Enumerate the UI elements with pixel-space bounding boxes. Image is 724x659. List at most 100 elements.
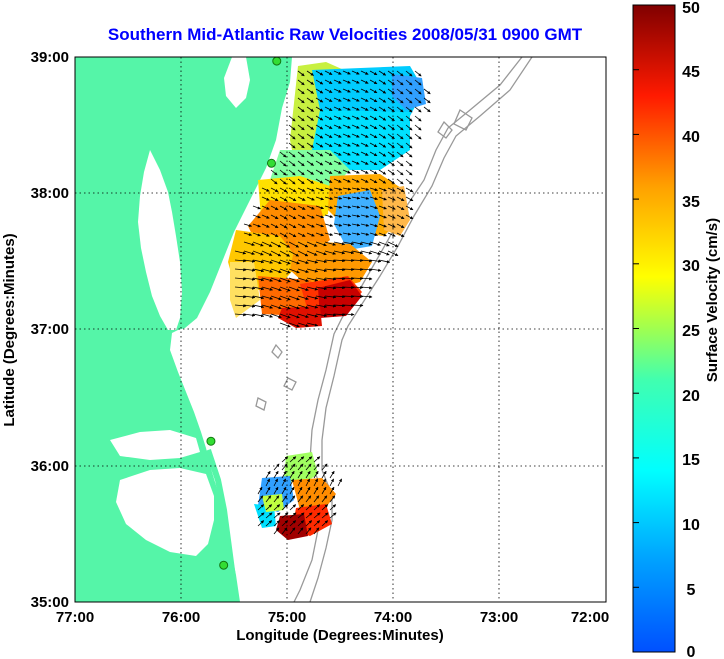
velocity-arrow <box>342 205 352 209</box>
velocity-arrow <box>405 106 413 113</box>
velocity-arrow <box>270 295 282 301</box>
velocity-arrow <box>252 295 265 300</box>
velocity-arrow <box>281 504 289 511</box>
velocity-arrow <box>281 495 288 503</box>
radar-station-marker <box>219 560 229 570</box>
velocity-arrow <box>378 187 387 192</box>
chesapeake-bay <box>138 150 182 330</box>
velocity-arrow <box>351 285 364 290</box>
velocity-arrow <box>261 241 273 247</box>
velocity-arrow <box>333 142 342 147</box>
velocity-arrow <box>378 205 387 210</box>
velocity-arrow <box>324 205 334 209</box>
velocity-arrow <box>378 124 387 130</box>
velocity-arrow <box>273 527 280 535</box>
velocity-arrow <box>387 169 395 176</box>
velocity-arrow <box>324 124 333 129</box>
velocity-arrow <box>329 470 335 479</box>
velocity-arrow <box>324 133 333 138</box>
velocity-arrow <box>289 504 297 511</box>
velocity-arrow <box>306 214 315 219</box>
velocity-arrow <box>351 97 360 102</box>
velocity-arrow <box>288 142 296 149</box>
velocity-arrow <box>360 268 373 272</box>
velocity-arrow <box>288 178 296 185</box>
velocity-arrow <box>360 97 369 102</box>
velocity-arrow <box>337 478 342 487</box>
velocity-arrow <box>279 286 291 292</box>
velocity-arrow <box>273 520 281 527</box>
velocity-arrow <box>423 106 431 113</box>
velocity-arrow <box>351 178 360 183</box>
velocity-arrow <box>405 196 414 202</box>
velocity-arrow <box>369 133 378 139</box>
velocity-arrow <box>351 88 360 93</box>
velocity-arrow <box>396 142 404 149</box>
velocity-arrow <box>351 205 361 209</box>
velocity-arrow <box>324 259 337 263</box>
velocity-arrow <box>288 151 296 158</box>
velocity-arrow <box>306 205 315 210</box>
velocity-arrow <box>315 196 324 201</box>
velocity-arrow <box>270 277 282 283</box>
velocity-arrow <box>387 241 399 247</box>
velocity-arrow <box>396 169 404 176</box>
velocity-arrow <box>261 277 273 282</box>
velocity-arrow <box>306 313 319 318</box>
velocity-arrow <box>288 250 300 257</box>
velocity-arrow <box>333 160 342 165</box>
velocity-arrow <box>297 277 309 282</box>
velocity-arrow <box>243 304 256 308</box>
velocity-arrow <box>342 70 351 75</box>
velocity-arrow <box>288 187 297 193</box>
velocity-arrow <box>315 178 324 184</box>
velocity-arrow <box>297 151 305 158</box>
velocity-arrow <box>315 79 324 85</box>
velocity-arrow <box>387 214 396 219</box>
velocity-arrow <box>279 322 291 328</box>
velocity-arrow <box>324 313 337 317</box>
velocity-arrow <box>378 142 387 148</box>
velocity-arrow <box>315 313 328 318</box>
velocity-arrow <box>369 259 382 263</box>
velocity-arrow <box>369 160 378 166</box>
velocity-arrow <box>360 115 369 120</box>
velocity-arrow <box>351 187 361 191</box>
grid-lines <box>75 57 606 602</box>
velocity-arrow <box>369 88 378 94</box>
velocity-arrow <box>333 277 346 281</box>
velocity-arrow <box>333 196 343 200</box>
velocity-arrow <box>279 214 288 220</box>
velocity-arrow <box>369 196 378 201</box>
velocity-arrow <box>333 178 342 183</box>
velocity-arrow <box>324 187 334 191</box>
velocity-arrow <box>289 520 297 527</box>
velocity-arrow <box>279 223 288 229</box>
velocity-arrow <box>315 106 324 112</box>
velocity-arrow <box>297 187 306 192</box>
velocity-arrow <box>321 478 326 487</box>
velocity-arrow <box>305 527 312 535</box>
velocity-arrow <box>342 196 352 200</box>
velocity-arrow <box>351 133 360 138</box>
colorbar-tick: 5 <box>687 582 696 599</box>
velocity-arrow <box>297 322 309 327</box>
velocity-arrow <box>369 187 378 192</box>
y-tick: 36:00 <box>31 458 69 475</box>
y-tick: 37:00 <box>31 321 69 338</box>
velocity-arrow <box>324 196 334 200</box>
velocity-arrow <box>257 486 263 495</box>
velocity-arrow <box>261 232 270 237</box>
velocity-arrow <box>305 478 310 487</box>
velocity-arrow <box>387 223 396 228</box>
velocity-arrow <box>342 312 355 317</box>
velocity-arrow <box>297 106 305 113</box>
velocity-arrow <box>396 124 404 131</box>
velocity-arrow <box>414 97 422 104</box>
velocity-arrow <box>306 286 319 291</box>
velocity-arrow <box>329 495 336 503</box>
velocity-arrow <box>369 142 378 148</box>
velocity-arrow <box>333 205 343 209</box>
velocity-arrow <box>288 205 297 211</box>
